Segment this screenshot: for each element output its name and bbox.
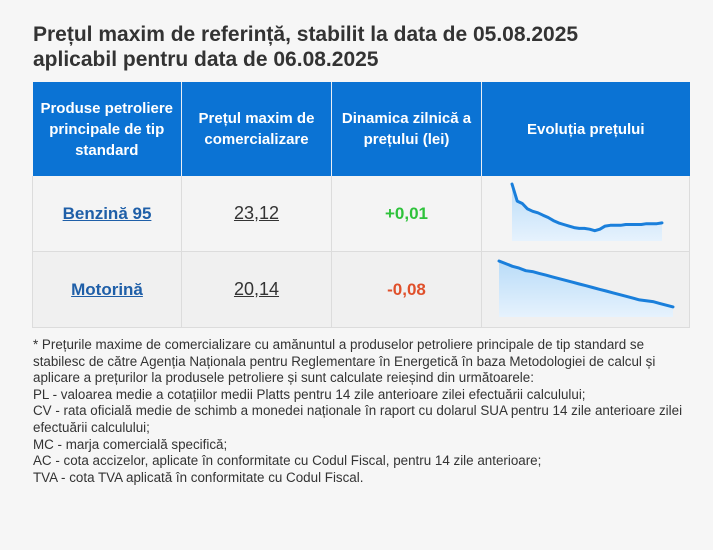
price-cell: 20,14 <box>181 251 332 328</box>
table-header-row: Produse petroliere principale de tip sta… <box>32 82 690 176</box>
dynamic-cell: -0,08 <box>331 251 482 328</box>
header-price-evolution: Evoluția prețului <box>481 82 690 176</box>
price-table: Produse petroliere principale de tip sta… <box>32 82 690 328</box>
price-cell: 23,12 <box>181 176 332 252</box>
footnote-intro: * Prețurile maxime de comercializare cu … <box>33 337 656 386</box>
sparkline-area <box>512 183 662 241</box>
dynamic-cell: +0,01 <box>331 176 482 252</box>
price-sparkline-benzina <box>510 182 664 241</box>
header-products: Produse petroliere principale de tip sta… <box>32 82 182 176</box>
product-link-motorina[interactable]: Motorină <box>71 279 143 299</box>
footnote-ac: AC - cota accizelor, aplicate în conform… <box>33 453 542 469</box>
price-sparkline-motorina <box>497 259 675 317</box>
daily-dynamic-value: -0,08 <box>387 279 426 299</box>
product-cell: Motorină <box>32 251 182 328</box>
table-row: Benzină 95 23,12 +0,01 <box>32 176 690 252</box>
footnote-cv: CV - rata oficială medie de schimb a mon… <box>33 403 683 435</box>
header-daily-dynamic: Dinamica zilnică a prețului (lei) <box>331 82 482 176</box>
sparkline-cell <box>481 251 690 328</box>
product-link-benzina-95[interactable]: Benzină 95 <box>62 203 152 223</box>
sparkline-line <box>497 259 675 308</box>
max-price-value: 20,14 <box>233 279 280 299</box>
daily-dynamic-value: +0,01 <box>384 203 428 223</box>
header-max-price: Prețul maxim de comercializare <box>181 82 332 176</box>
footnote-tva: TVA - cota TVA aplicată în conformitate … <box>33 469 364 485</box>
title-line-1: Prețul maxim de referință, stabilit la d… <box>33 23 579 46</box>
table-row: Motorină 20,14 -0,08 <box>32 251 690 328</box>
product-cell: Benzină 95 <box>32 176 182 252</box>
footnote-mc: MC - marja comercială specifică; <box>33 436 228 452</box>
page-title: Prețul maxim de referință, stabilit la d… <box>33 22 693 72</box>
footnotes: * Prețurile maxime de comercializare cu … <box>33 337 683 486</box>
sparkline-line <box>510 182 664 232</box>
footnote-pl: PL - valoarea medie a cotațiilor medii P… <box>33 386 586 402</box>
max-price-value: 23,12 <box>233 203 280 223</box>
title-line-2: aplicabil pentru data de 06.08.2025 <box>33 48 379 71</box>
sparkline-cell <box>481 176 690 252</box>
